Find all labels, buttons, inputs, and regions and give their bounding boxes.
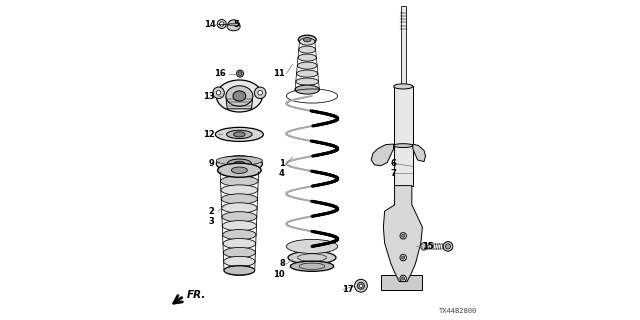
Ellipse shape [221,185,258,195]
Circle shape [400,233,406,239]
Ellipse shape [232,167,248,173]
Ellipse shape [287,239,338,253]
Ellipse shape [222,212,257,222]
Ellipse shape [221,194,257,204]
Ellipse shape [227,23,240,31]
Polygon shape [413,144,426,162]
Circle shape [402,234,405,237]
Ellipse shape [355,279,367,292]
Text: FR.: FR. [187,290,206,300]
Ellipse shape [291,261,334,271]
Ellipse shape [227,159,252,169]
Ellipse shape [237,70,244,77]
Ellipse shape [218,163,261,177]
Text: 11: 11 [273,69,285,78]
Ellipse shape [299,46,316,53]
Ellipse shape [216,80,262,112]
Ellipse shape [212,87,225,99]
Ellipse shape [234,132,245,137]
Ellipse shape [224,266,255,275]
Ellipse shape [221,203,257,213]
Text: 1: 1 [279,159,285,168]
Ellipse shape [223,247,255,258]
Text: 5: 5 [234,20,239,28]
Bar [401,6,406,86]
Ellipse shape [296,78,319,85]
Ellipse shape [394,144,413,148]
Ellipse shape [221,176,258,186]
Text: 16: 16 [214,69,226,78]
Ellipse shape [303,37,311,42]
Ellipse shape [296,70,318,77]
Ellipse shape [222,220,257,231]
Circle shape [402,256,405,259]
Circle shape [402,277,405,280]
Ellipse shape [233,91,246,101]
Ellipse shape [215,127,264,141]
Ellipse shape [394,84,413,89]
Ellipse shape [216,156,262,172]
Text: TX44B2800: TX44B2800 [438,308,477,314]
Text: 10: 10 [273,270,285,279]
Text: 17: 17 [342,285,354,294]
Text: 12: 12 [203,130,214,139]
Polygon shape [226,96,253,109]
Circle shape [445,244,451,249]
Ellipse shape [216,156,262,165]
Ellipse shape [300,38,315,45]
Circle shape [216,91,221,95]
Ellipse shape [295,86,319,93]
Text: 9: 9 [209,159,214,168]
Polygon shape [371,144,394,166]
Ellipse shape [298,35,316,44]
Polygon shape [383,186,422,282]
Ellipse shape [220,22,224,26]
Text: 2: 2 [209,207,214,216]
Text: 15: 15 [422,242,434,251]
Text: 7: 7 [390,169,396,178]
Ellipse shape [223,238,256,249]
Ellipse shape [297,62,317,69]
Circle shape [258,91,262,95]
Ellipse shape [358,282,365,289]
Ellipse shape [254,87,266,99]
Ellipse shape [234,161,245,166]
Ellipse shape [220,167,259,177]
Ellipse shape [226,86,253,106]
Text: 14: 14 [204,20,216,28]
Ellipse shape [421,243,428,250]
Ellipse shape [224,265,255,276]
Ellipse shape [223,256,255,267]
Ellipse shape [295,85,319,94]
Polygon shape [381,275,422,290]
Ellipse shape [227,130,252,139]
Circle shape [400,254,406,261]
Ellipse shape [298,54,316,61]
Circle shape [443,242,453,251]
Circle shape [360,284,363,287]
Ellipse shape [288,251,336,264]
Ellipse shape [238,72,242,76]
Circle shape [400,275,406,282]
Ellipse shape [218,20,227,28]
Text: 4: 4 [279,169,285,178]
Polygon shape [227,20,240,27]
Text: 13: 13 [203,92,214,100]
Text: 6: 6 [390,159,396,168]
Bar [394,86,413,186]
Text: 8: 8 [279,260,285,268]
Ellipse shape [223,229,256,240]
Text: 3: 3 [209,217,214,226]
